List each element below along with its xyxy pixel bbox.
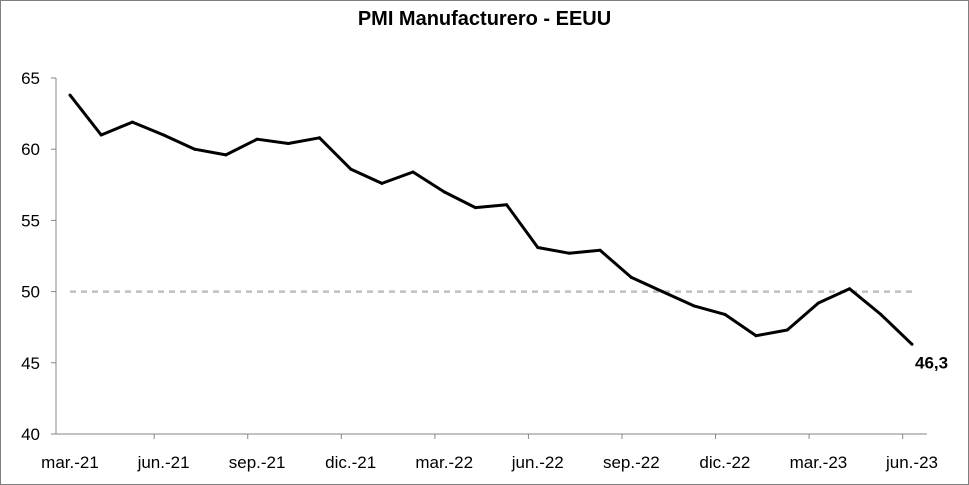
data-point [692, 304, 696, 308]
chart-title: PMI Manufacturero - EEUU [357, 8, 612, 30]
x-tick-label: jun.-23 [885, 453, 938, 472]
data-label-group: 46,3 [915, 353, 948, 372]
data-point [723, 312, 727, 316]
x-tick-label: sep.-21 [229, 453, 286, 472]
data-point [848, 287, 852, 291]
x-tick-label: jun.-21 [137, 453, 190, 472]
x-tick-label: mar.-23 [790, 453, 848, 472]
series-group [68, 93, 914, 346]
data-point [816, 301, 820, 305]
data-point [349, 167, 353, 171]
data-point [286, 142, 290, 146]
x-tick-label: sep.-22 [603, 453, 660, 472]
data-point [162, 133, 166, 137]
data-point [68, 93, 72, 97]
data-point [536, 245, 540, 249]
data-point [754, 334, 758, 338]
y-tick-label: 55 [21, 211, 40, 230]
x-tick-label: jun.-22 [511, 453, 564, 472]
x-tick-label: mar.-21 [41, 453, 99, 472]
x-tick-label: mar.-22 [415, 453, 473, 472]
data-point [224, 153, 228, 157]
y-tick-label: 50 [21, 283, 40, 302]
y-tick-label: 60 [21, 140, 40, 159]
data-point [193, 147, 197, 151]
x-axis: mar.-21 jun.-21 sep.-21 dic.-21 mar.-22 jun.-… [41, 433, 938, 472]
y-axis: 40 45 50 55 60 65 [21, 69, 57, 444]
data-point [661, 290, 665, 294]
data-point [629, 275, 633, 279]
data-point [505, 203, 509, 207]
data-point [598, 248, 602, 252]
data-point [411, 170, 415, 174]
series-line [68, 94, 914, 346]
data-point [567, 251, 571, 255]
last-value-label: 46,3 [915, 353, 948, 372]
y-tick-label: 40 [21, 425, 40, 444]
data-point [380, 181, 384, 185]
data-point [879, 312, 883, 316]
data-point [255, 137, 259, 141]
data-point [785, 328, 789, 332]
x-tick-label: dic.-22 [699, 453, 750, 472]
data-point [99, 133, 103, 137]
data-point [130, 120, 134, 124]
y-tick-label: 65 [21, 69, 40, 88]
data-point [910, 342, 914, 346]
x-tick-label: dic.-21 [325, 453, 376, 472]
y-tick-label: 45 [21, 354, 40, 373]
data-point [473, 206, 477, 210]
data-point [442, 190, 446, 194]
data-point [317, 136, 321, 140]
